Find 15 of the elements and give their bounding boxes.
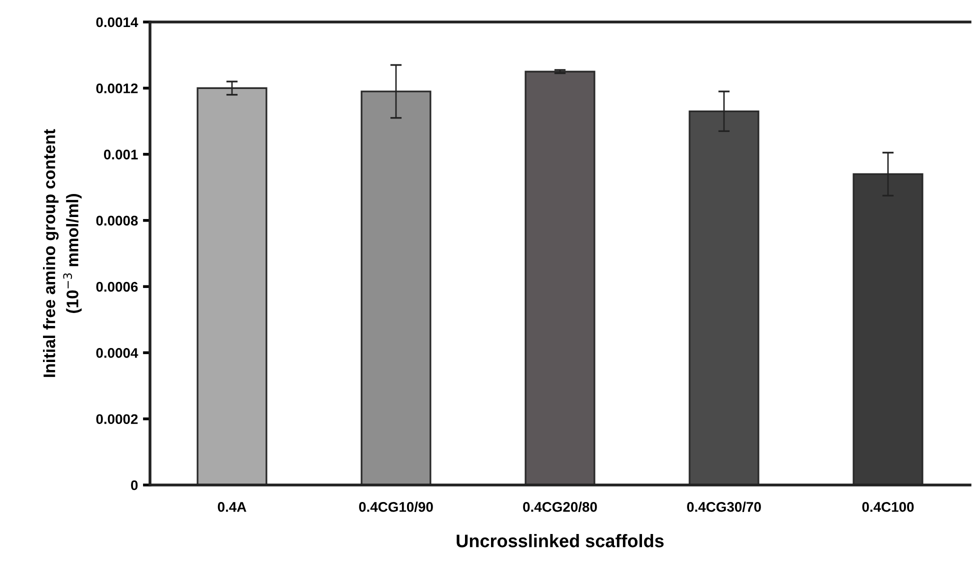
y-tick-label: 0.0002 (96, 414, 138, 424)
x-tick-label: 0.4A (218, 502, 246, 512)
y-tick-label: 0.0008 (96, 216, 138, 226)
y-tick-label: 0.001 (104, 150, 138, 160)
x-axis-title: Uncrosslinked scaffolds (456, 534, 664, 548)
y-tick-label: 0.0006 (96, 282, 138, 292)
y-tick-label: 0 (131, 480, 138, 490)
x-tick-label: 0.4CG20/80 (523, 502, 597, 512)
y-tick-label: 0.0014 (96, 17, 138, 28)
y-tick-label: 0.0012 (96, 83, 138, 94)
y-tick-label: 0.0004 (96, 348, 138, 358)
x-tick-label: 0.4C100 (862, 502, 914, 512)
x-tick-label: 0.4CG30/70 (687, 502, 761, 512)
x-tick-label: 0.4CG10/90 (359, 502, 433, 512)
y-axis-title: Initial free amino group content (10$^{−3}$ mmol/ml) (43, 129, 82, 377)
